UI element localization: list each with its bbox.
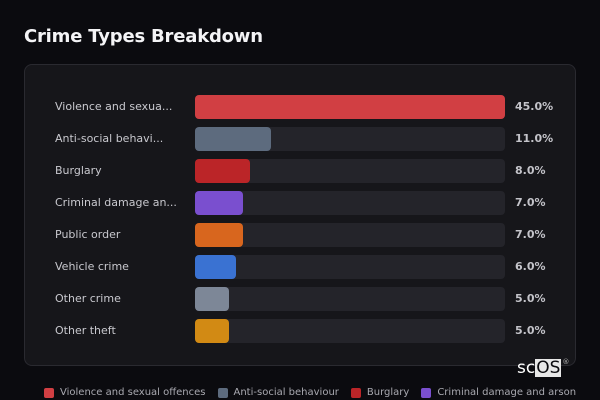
- legend-label: Criminal damage and arson: [437, 387, 577, 398]
- scos-logo: sc OS ®: [517, 358, 569, 378]
- chart-legend: Violence and sexual offences Anti-social…: [44, 387, 576, 398]
- bar-value: 5.0%: [515, 324, 546, 337]
- bar-value: 7.0%: [515, 196, 546, 209]
- bar-label: Other theft: [55, 324, 116, 337]
- bar-row: Other theft 5.0%: [25, 319, 577, 343]
- bar-track: [195, 95, 505, 119]
- bar-row: Other crime 5.0%: [25, 287, 577, 311]
- legend-label: Violence and sexual offences: [60, 387, 206, 398]
- legend-item[interactable]: Violence and sexual offences: [44, 387, 206, 398]
- bar-row: Criminal damage an... 7.0%: [25, 191, 577, 215]
- bar-track: [195, 319, 505, 343]
- bar[interactable]: [195, 95, 505, 119]
- bar-track: [195, 159, 505, 183]
- legend-swatch-icon: [217, 387, 228, 398]
- legend-item[interactable]: Anti-social behaviour: [217, 387, 339, 398]
- legend-item[interactable]: Burglary: [350, 387, 410, 398]
- bar[interactable]: [195, 159, 250, 183]
- bar[interactable]: [195, 127, 271, 151]
- bar-row: Violence and sexua... 45.0%: [25, 95, 577, 119]
- bar-label: Public order: [55, 228, 121, 241]
- bar-label: Vehicle crime: [55, 260, 129, 273]
- bar-track: [195, 287, 505, 311]
- registered-mark: ®: [562, 358, 570, 366]
- bar-row: Vehicle crime 6.0%: [25, 255, 577, 279]
- bar-label: Violence and sexua...: [55, 100, 173, 113]
- logo-prefix: sc: [517, 358, 536, 378]
- bar-track: [195, 223, 505, 247]
- bar-value: 45.0%: [515, 100, 554, 113]
- bar-value: 11.0%: [515, 132, 554, 145]
- legend-swatch-icon: [350, 387, 361, 398]
- bar-row: Anti-social behavi... 11.0%: [25, 127, 577, 151]
- bar[interactable]: [195, 255, 236, 279]
- bar-label: Other crime: [55, 292, 121, 305]
- legend-label: Burglary: [366, 387, 410, 398]
- legend-label: Anti-social behaviour: [233, 387, 339, 398]
- legend-item[interactable]: Criminal damage and arson: [421, 387, 576, 398]
- bar-value: 8.0%: [515, 164, 546, 177]
- bar-track: [195, 191, 505, 215]
- bar-label: Criminal damage an...: [55, 196, 177, 209]
- chart-title: Crime Types Breakdown: [24, 26, 263, 47]
- legend-swatch-icon: [44, 387, 54, 398]
- bar[interactable]: [195, 287, 229, 311]
- bar-label: Anti-social behavi...: [55, 132, 164, 145]
- bar[interactable]: [195, 319, 229, 343]
- bar-value: 5.0%: [515, 292, 546, 305]
- chart-panel: Violence and sexua... 45.0% Anti-social …: [24, 64, 576, 366]
- bar-row: Public order 7.0%: [25, 223, 577, 247]
- bar-value: 7.0%: [515, 228, 546, 241]
- logo-boxed: OS: [535, 358, 562, 378]
- bar-track: [195, 127, 505, 151]
- bar-row: Burglary 8.0%: [25, 159, 577, 183]
- bar-label: Burglary: [55, 164, 102, 177]
- bar[interactable]: [195, 191, 243, 215]
- bar[interactable]: [195, 223, 243, 247]
- bar-value: 6.0%: [515, 260, 546, 273]
- bar-track: [195, 255, 505, 279]
- legend-swatch-icon: [421, 387, 432, 398]
